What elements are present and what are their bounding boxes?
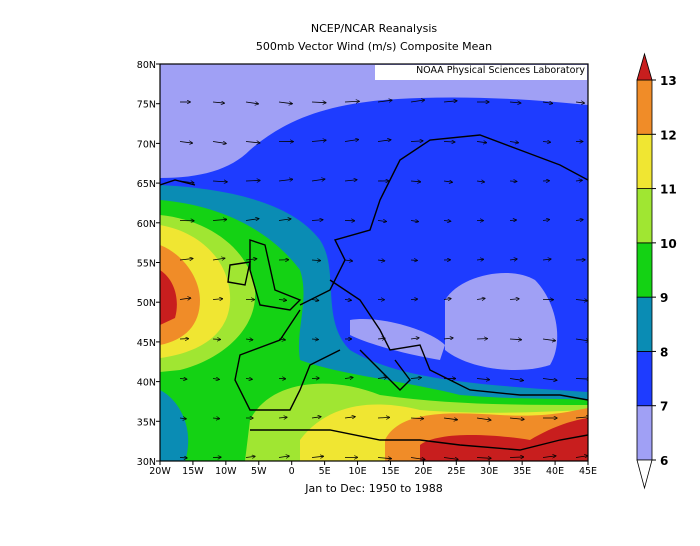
wind-arrow [246,180,260,181]
colorbar-segment [637,297,652,351]
lon-label: 10E [348,466,366,477]
colorbar-segment [637,134,652,188]
colorbar-segment [637,189,652,243]
lat-label: 40N [137,378,156,389]
lon-label: 15W [182,466,204,477]
lat-label: 65N [137,179,156,190]
title: NCEP/NCAR Reanalysis [311,22,437,35]
lat-label: 70N [137,139,156,150]
wind-field [160,64,588,461]
colorbar-label: 11 [660,183,677,197]
colorbar-segment [637,351,652,405]
colorbar-segment [637,406,652,460]
lat-label: 50N [137,298,156,309]
colorbar-label: 8 [660,345,668,359]
colorbar-label: 9 [660,291,668,305]
lon-label: 5W [251,466,267,477]
lon-label: 20E [414,466,432,477]
lat-label: 45N [137,338,156,349]
colorbar-label: 7 [660,400,668,414]
lat-label: 60N [137,219,156,230]
colorbar-segment [637,243,652,297]
colorbar-under [637,460,652,488]
lon-label: 5E [319,466,331,477]
colorbar: 6 7 8 9 10 11 12 13 [637,54,677,488]
lon-label: 0 [289,466,295,477]
lon-label: 10W [215,466,237,477]
wind-arrow [312,339,318,340]
lon-label: 40E [546,466,564,477]
lat-label: 55N [137,259,156,270]
lon-label: 45E [579,466,597,477]
colorbar-label: 13 [660,74,677,88]
colorbar-label: 12 [660,128,677,142]
colorbar-segment [637,80,652,134]
colorbar-label: 6 [660,454,668,468]
colorbar-over [637,54,652,80]
period: Jan to Dec: 1950 to 1988 [304,482,443,495]
lon-label: 30E [480,466,498,477]
lat-label: 80N [137,60,156,71]
subtitle: 500mb Vector Wind (m/s) Composite Mean [256,40,492,53]
lon-label: 25E [447,466,465,477]
lat-label: 35N [137,417,156,428]
lon-label: 15E [381,466,399,477]
credit: NOAA Physical Sciences Laboratory [416,65,585,76]
lat-label: 75N [137,100,156,111]
lon-label: 20W [149,466,171,477]
lon-label: 35E [513,466,531,477]
colorbar-label: 10 [660,237,677,251]
